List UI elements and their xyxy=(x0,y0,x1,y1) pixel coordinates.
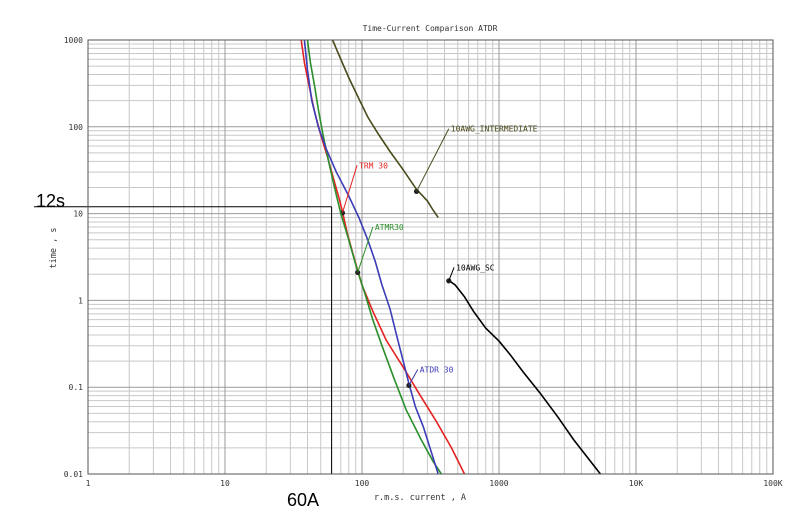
plot-area xyxy=(88,40,773,474)
annotation-60a: 60A xyxy=(287,490,319,510)
y-tick-label: 10 xyxy=(73,210,83,219)
series-line-10awg-sc xyxy=(448,279,602,475)
y-tick-label: 0.1 xyxy=(69,383,84,392)
x-tick-label: 1 xyxy=(86,479,91,488)
y-tick-label: 1 xyxy=(78,296,83,305)
series-line-atdr-30 xyxy=(303,39,439,475)
y-tick-label: 0.01 xyxy=(64,470,83,479)
x-tick-labels: 1 10 100 1000 10K 100K xyxy=(86,479,783,488)
minor-grid xyxy=(88,40,773,474)
series-lines xyxy=(300,39,602,475)
x-tick-label: 10K xyxy=(629,479,644,488)
series-leader-atdr-30 xyxy=(408,369,419,386)
y-axis-label: time , s xyxy=(49,228,59,269)
x-tick-label: 1000 xyxy=(489,479,508,488)
series-leader-10awg-intermediate xyxy=(416,128,450,192)
x-tick-label: 100 xyxy=(355,479,370,488)
series-label-10awg-sc: 10AWG_SC xyxy=(456,263,495,272)
annotation-12s: 12s xyxy=(36,191,65,211)
series-label-trm-30: TRM 30 xyxy=(359,161,388,170)
x-tick-label: 10 xyxy=(220,479,230,488)
x-tick-label: 100K xyxy=(763,479,782,488)
y-tick-labels: 1000 100 10 1 0.1 0.01 xyxy=(64,36,83,479)
y-tick-label: 100 xyxy=(69,123,84,132)
series-leader-atmr30 xyxy=(357,226,374,273)
series-line-10awg-intermediate xyxy=(331,39,439,219)
series-label-10awg-intermediate: 10AWG_INTERMEDIATE xyxy=(451,125,538,134)
x-axis-label: r.m.s. current , A xyxy=(374,493,466,503)
y-tick-label: 1000 xyxy=(64,36,83,45)
series-label-atmr30: ATMR30 xyxy=(375,223,404,232)
chart-title: Time-Current Comparison ATDR xyxy=(363,24,498,33)
series-label-atdr-30: ATDR 30 xyxy=(420,365,454,374)
plot-frame xyxy=(87,39,774,475)
series-line-atmr30 xyxy=(306,39,443,475)
series-labels: 10AWG_INTERMEDIATE TRM 30 ATMR30 ATDR 30 10A… xyxy=(341,125,538,386)
series-leader-trm-30 xyxy=(341,165,358,214)
series-leader-10awg-sc xyxy=(448,267,455,282)
